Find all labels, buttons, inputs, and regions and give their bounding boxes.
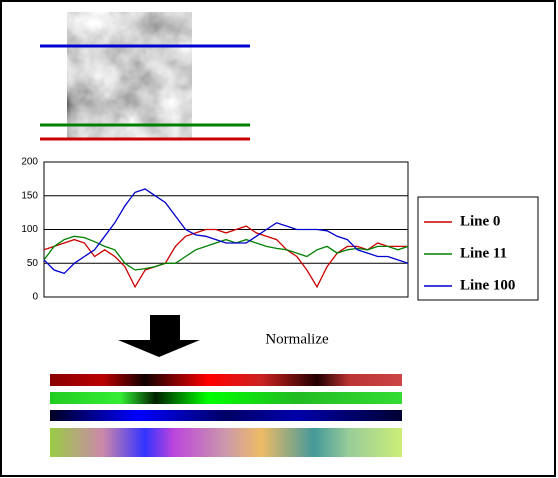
chart: 0 50 100 150 200 bbox=[21, 157, 409, 303]
color-bar bbox=[50, 374, 402, 386]
y-tick-label: 200 bbox=[21, 157, 38, 168]
legend-label: Line 0 bbox=[460, 213, 500, 229]
y-tick-label: 50 bbox=[27, 258, 39, 269]
arrow bbox=[150, 315, 180, 341]
y-tick-label: 100 bbox=[21, 224, 38, 235]
series-line bbox=[43, 188, 409, 275]
legend-label: Line 11 bbox=[460, 245, 507, 261]
texture-image bbox=[67, 12, 192, 140]
legend-items: Line 0 Line 11 Line 100 bbox=[424, 213, 515, 293]
series-line bbox=[43, 235, 409, 271]
legend-label: Line 100 bbox=[460, 277, 515, 293]
color-bar bbox=[50, 410, 402, 421]
arrow bbox=[118, 340, 200, 357]
y-tick-label: 150 bbox=[21, 190, 38, 201]
color-bar bbox=[50, 392, 402, 404]
annotation: Normalize bbox=[265, 331, 329, 347]
color-bar bbox=[50, 428, 402, 457]
series-line bbox=[43, 225, 408, 289]
y-tick-label: 0 bbox=[32, 292, 38, 303]
legend bbox=[417, 196, 539, 301]
